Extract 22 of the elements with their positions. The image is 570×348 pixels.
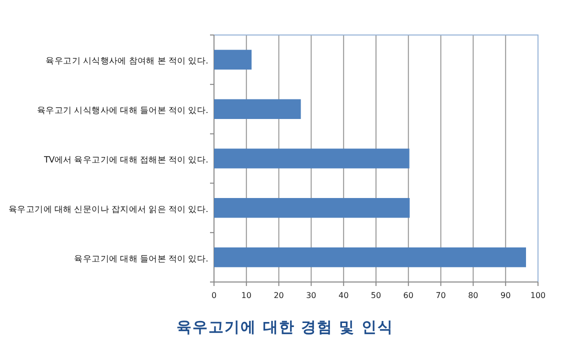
y-tick-label: 육우고기 시식행사에 참여해 본 적이 있다. <box>46 56 208 67</box>
bar <box>214 198 410 218</box>
y-tick-label: 육우고기에 대해 들어본 적이 있다. <box>74 254 208 264</box>
x-tick-label: 10 <box>241 291 252 300</box>
bar <box>214 247 526 268</box>
x-tick-label: 50 <box>370 291 382 300</box>
x-tick-label: 70 <box>436 291 446 300</box>
x-tick-label: 20 <box>274 291 284 300</box>
x-tick-label: 0 <box>211 291 217 300</box>
bar <box>214 50 252 70</box>
x-tick-label: 60 <box>403 291 414 300</box>
bar <box>214 99 301 119</box>
bar <box>214 148 410 168</box>
y-tick-label: 육우고기에 대해 신문이나 잡지에서 읽은 적이 있다. <box>8 204 208 215</box>
y-tick-label: 육우고기 시식행사에 대해 들어본 적이 있다. <box>36 106 208 116</box>
y-tick-label: TV에서 육우고기에 대해 접해본 적이 있다. <box>42 156 208 166</box>
text: 육우고기에 대한 경험 및 인식 <box>176 318 394 336</box>
x-tick-label: 100 <box>530 291 546 300</box>
x-tick-label: 90 <box>500 291 511 300</box>
x-tick-label: 40 <box>338 291 349 300</box>
x-tick-label: 80 <box>468 291 478 300</box>
x-tick-label: 30 <box>306 291 316 300</box>
